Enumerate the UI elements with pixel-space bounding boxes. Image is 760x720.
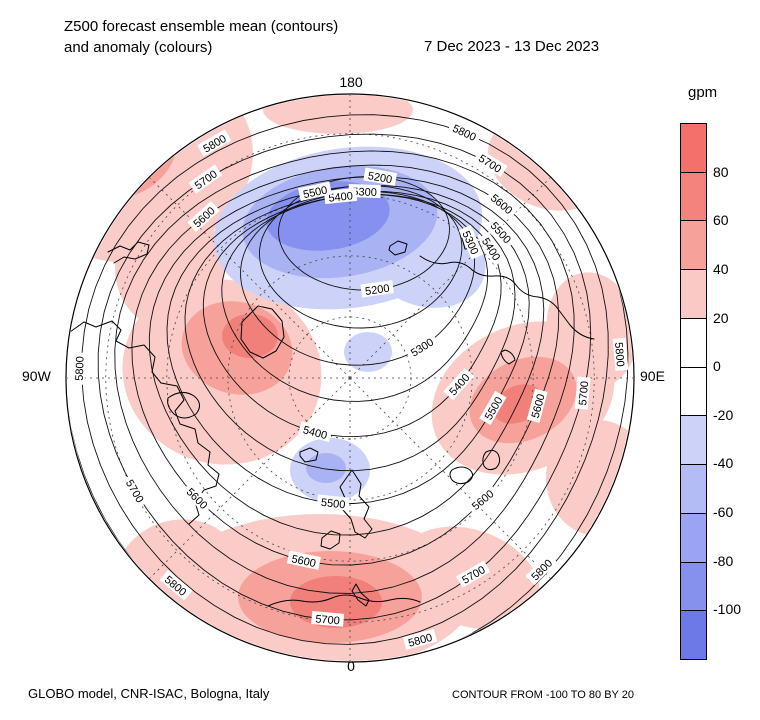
contour-label-text: 5500 xyxy=(320,497,346,511)
contour-label: 5700 xyxy=(121,473,150,508)
contour-label-text: 5700 xyxy=(577,381,591,406)
contour-label: 5400 xyxy=(298,421,333,443)
contour-label: 5500 xyxy=(297,181,332,201)
contour-note: CONTOUR FROM -100 TO 80 BY 20 xyxy=(452,689,634,701)
colorbar-tick-label: 20 xyxy=(713,309,729,326)
chart-title: Z500 forecast ensemble mean (contours) an… xyxy=(64,16,338,58)
contour-label-text: 5700 xyxy=(315,613,340,627)
colorbar-segment xyxy=(681,220,706,270)
negative-anomaly-region xyxy=(266,181,390,251)
contour-label: 5600 xyxy=(286,550,321,570)
contour-label-text: 5500 xyxy=(302,184,328,201)
colorbar-tick-label: 0 xyxy=(713,358,721,375)
positive-anomaly-region xyxy=(222,314,278,358)
coastline-iceland xyxy=(299,447,319,463)
model-credit: GLOBO model, CNR-ISAC, Bologna, Italy xyxy=(28,686,270,701)
contour-label: 5800 xyxy=(71,352,87,385)
colorbar-segment xyxy=(681,561,706,611)
colorbar-tick-label: 40 xyxy=(713,260,729,277)
coastline-italy xyxy=(351,583,370,607)
colorbar-tick-label: -100 xyxy=(713,601,742,618)
z500-contour-line xyxy=(114,150,575,594)
map-boundary-circle xyxy=(65,93,635,663)
colorbar-tick-label: -80 xyxy=(713,552,734,569)
colorbar-tick-label: -20 xyxy=(713,406,734,423)
colorbar-segment xyxy=(681,512,706,562)
colorbar-segment xyxy=(681,366,706,416)
coastline-british-isles xyxy=(320,530,341,550)
colorbar-segment xyxy=(681,269,706,318)
date-range: 7 Dec 2023 - 13 Dec 2023 xyxy=(424,38,600,55)
contour-label-text: 5800 xyxy=(450,123,477,144)
contour-label-text: 5300 xyxy=(352,186,377,199)
coastline-arctic-island-a xyxy=(388,240,408,256)
positive-anomaly-region xyxy=(115,206,225,330)
colorbar-unit-label: gpm xyxy=(688,84,718,101)
colorbar-tick-label: -40 xyxy=(713,455,734,472)
contour-label-text: 5400 xyxy=(328,190,354,204)
contour-label-text: 5400 xyxy=(302,424,329,442)
anomaly-shading-layer xyxy=(67,95,633,661)
coastlines xyxy=(69,233,595,607)
z500-contour-line xyxy=(221,194,489,402)
contour-label-text: 5800 xyxy=(612,342,626,367)
contour-label: 5300 xyxy=(348,184,381,199)
negative-anomaly-region xyxy=(344,332,392,372)
contour-label-text: 5800 xyxy=(74,356,87,381)
z500-contour-line xyxy=(131,164,560,566)
longitude-label-90w: 90W xyxy=(22,368,51,384)
contour-label: 5400 xyxy=(323,187,358,205)
longitude-label-90e: 90E xyxy=(640,368,665,384)
z500-contour-line xyxy=(81,114,609,645)
negative-anomaly-region xyxy=(306,453,346,483)
chart-title-line2: and anomaly (colours) xyxy=(64,39,213,56)
chart-title-line1: Z500 forecast ensemble mean (contours) xyxy=(64,18,339,35)
colorbar-tick-label: 80 xyxy=(713,163,729,180)
colorbar-segment xyxy=(681,171,706,221)
positive-anomaly-region xyxy=(263,95,413,134)
z500-contour-line xyxy=(259,185,463,329)
coastline-caspian-sea xyxy=(482,449,501,471)
contour-label-text: 5700 xyxy=(123,478,146,505)
contour-label: 5700 xyxy=(311,611,345,627)
longitude-label-180: 180 xyxy=(339,74,363,90)
coastline-alaska xyxy=(107,241,150,264)
contour-label: 5500 xyxy=(316,494,350,511)
contour-label: 5300 xyxy=(404,332,439,361)
colorbar-tick-label: -60 xyxy=(713,504,734,521)
coastline-japan xyxy=(500,349,516,365)
z500-contour-line xyxy=(184,190,516,472)
z500-contour-line xyxy=(97,133,592,621)
colorbar-segment xyxy=(681,124,706,172)
colorbar-segment xyxy=(681,317,706,367)
colorbar-segment xyxy=(681,415,706,465)
latitude-circle xyxy=(166,194,534,562)
coastline-black-sea xyxy=(449,466,474,485)
anomaly-colorbar xyxy=(680,123,707,660)
coastline-north-america xyxy=(69,320,220,525)
colorbar-segment xyxy=(681,464,706,513)
positive-anomaly-region xyxy=(546,420,633,536)
contour-label: 5800 xyxy=(612,337,629,371)
z500-contour-line xyxy=(148,176,545,536)
coastline-greenland xyxy=(240,305,285,359)
contour-label-text: 5600 xyxy=(290,553,316,570)
latitude-circle xyxy=(105,133,595,623)
contour-label: 5200 xyxy=(360,280,394,298)
colorbar-segment xyxy=(681,610,706,660)
colorbar-tick-label: 60 xyxy=(713,212,729,229)
contour-label-text: 5200 xyxy=(364,283,390,298)
contour-label-text: 5200 xyxy=(367,170,393,186)
contour-label: 5700 xyxy=(574,376,591,410)
coastline-south-europe xyxy=(267,594,421,607)
contour-label: 5200 xyxy=(363,167,398,186)
longitude-label-0: 0 xyxy=(347,658,355,674)
coastline-hudson-bay xyxy=(167,392,200,419)
